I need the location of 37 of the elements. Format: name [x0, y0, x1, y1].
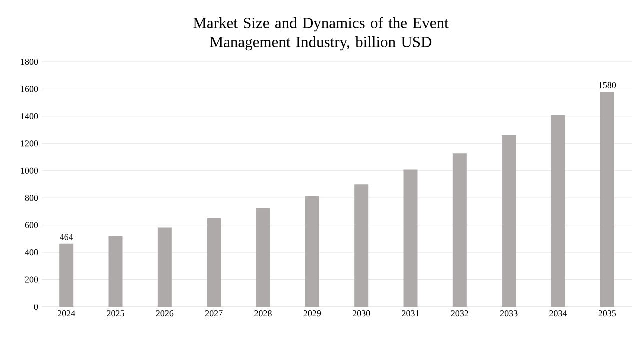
y-tick-label: 1400 — [21, 113, 38, 120]
bar — [305, 196, 320, 307]
x-tick-label: 2033 — [500, 310, 518, 317]
x-tick-label: 2027 — [205, 310, 223, 317]
y-tick-label: 0 — [34, 304, 38, 310]
bar — [108, 236, 123, 307]
y-tick-label: 1600 — [21, 86, 38, 92]
bar — [600, 92, 614, 307]
bar — [404, 170, 418, 307]
bar — [354, 184, 369, 307]
y-tick-label: 400 — [25, 250, 38, 256]
x-tick-label: 2030 — [352, 310, 370, 317]
x-tick-label: 2032 — [451, 310, 468, 317]
data-label: 464 — [60, 234, 74, 240]
bar — [207, 218, 222, 307]
y-tick-label: 200 — [25, 276, 38, 283]
x-tick-label: 2026 — [156, 310, 174, 317]
x-tick-label: 2034 — [550, 310, 568, 317]
bar — [60, 244, 74, 307]
x-tick-label: 2024 — [58, 310, 76, 317]
y-tick-label: 600 — [25, 222, 38, 228]
bar — [158, 228, 172, 307]
chart-title: Market Size and Dynamics of the Event Management Industry, billion USD — [194, 17, 449, 51]
bar — [551, 115, 566, 307]
y-tick-label: 800 — [25, 195, 38, 202]
x-tick-label: 2031 — [402, 310, 420, 317]
bar — [452, 154, 467, 307]
x-tick-label: 2028 — [254, 310, 272, 317]
data-label: 1580 — [599, 82, 616, 88]
bar — [502, 135, 516, 307]
x-tick-label: 2025 — [107, 310, 124, 317]
x-tick-label: 2029 — [304, 310, 322, 317]
bar — [256, 208, 270, 307]
x-tick-label: 2035 — [598, 310, 616, 317]
y-tick-label: 1200 — [21, 140, 38, 147]
y-tick-label: 1800 — [21, 58, 38, 66]
y-tick-label: 1000 — [21, 168, 38, 174]
